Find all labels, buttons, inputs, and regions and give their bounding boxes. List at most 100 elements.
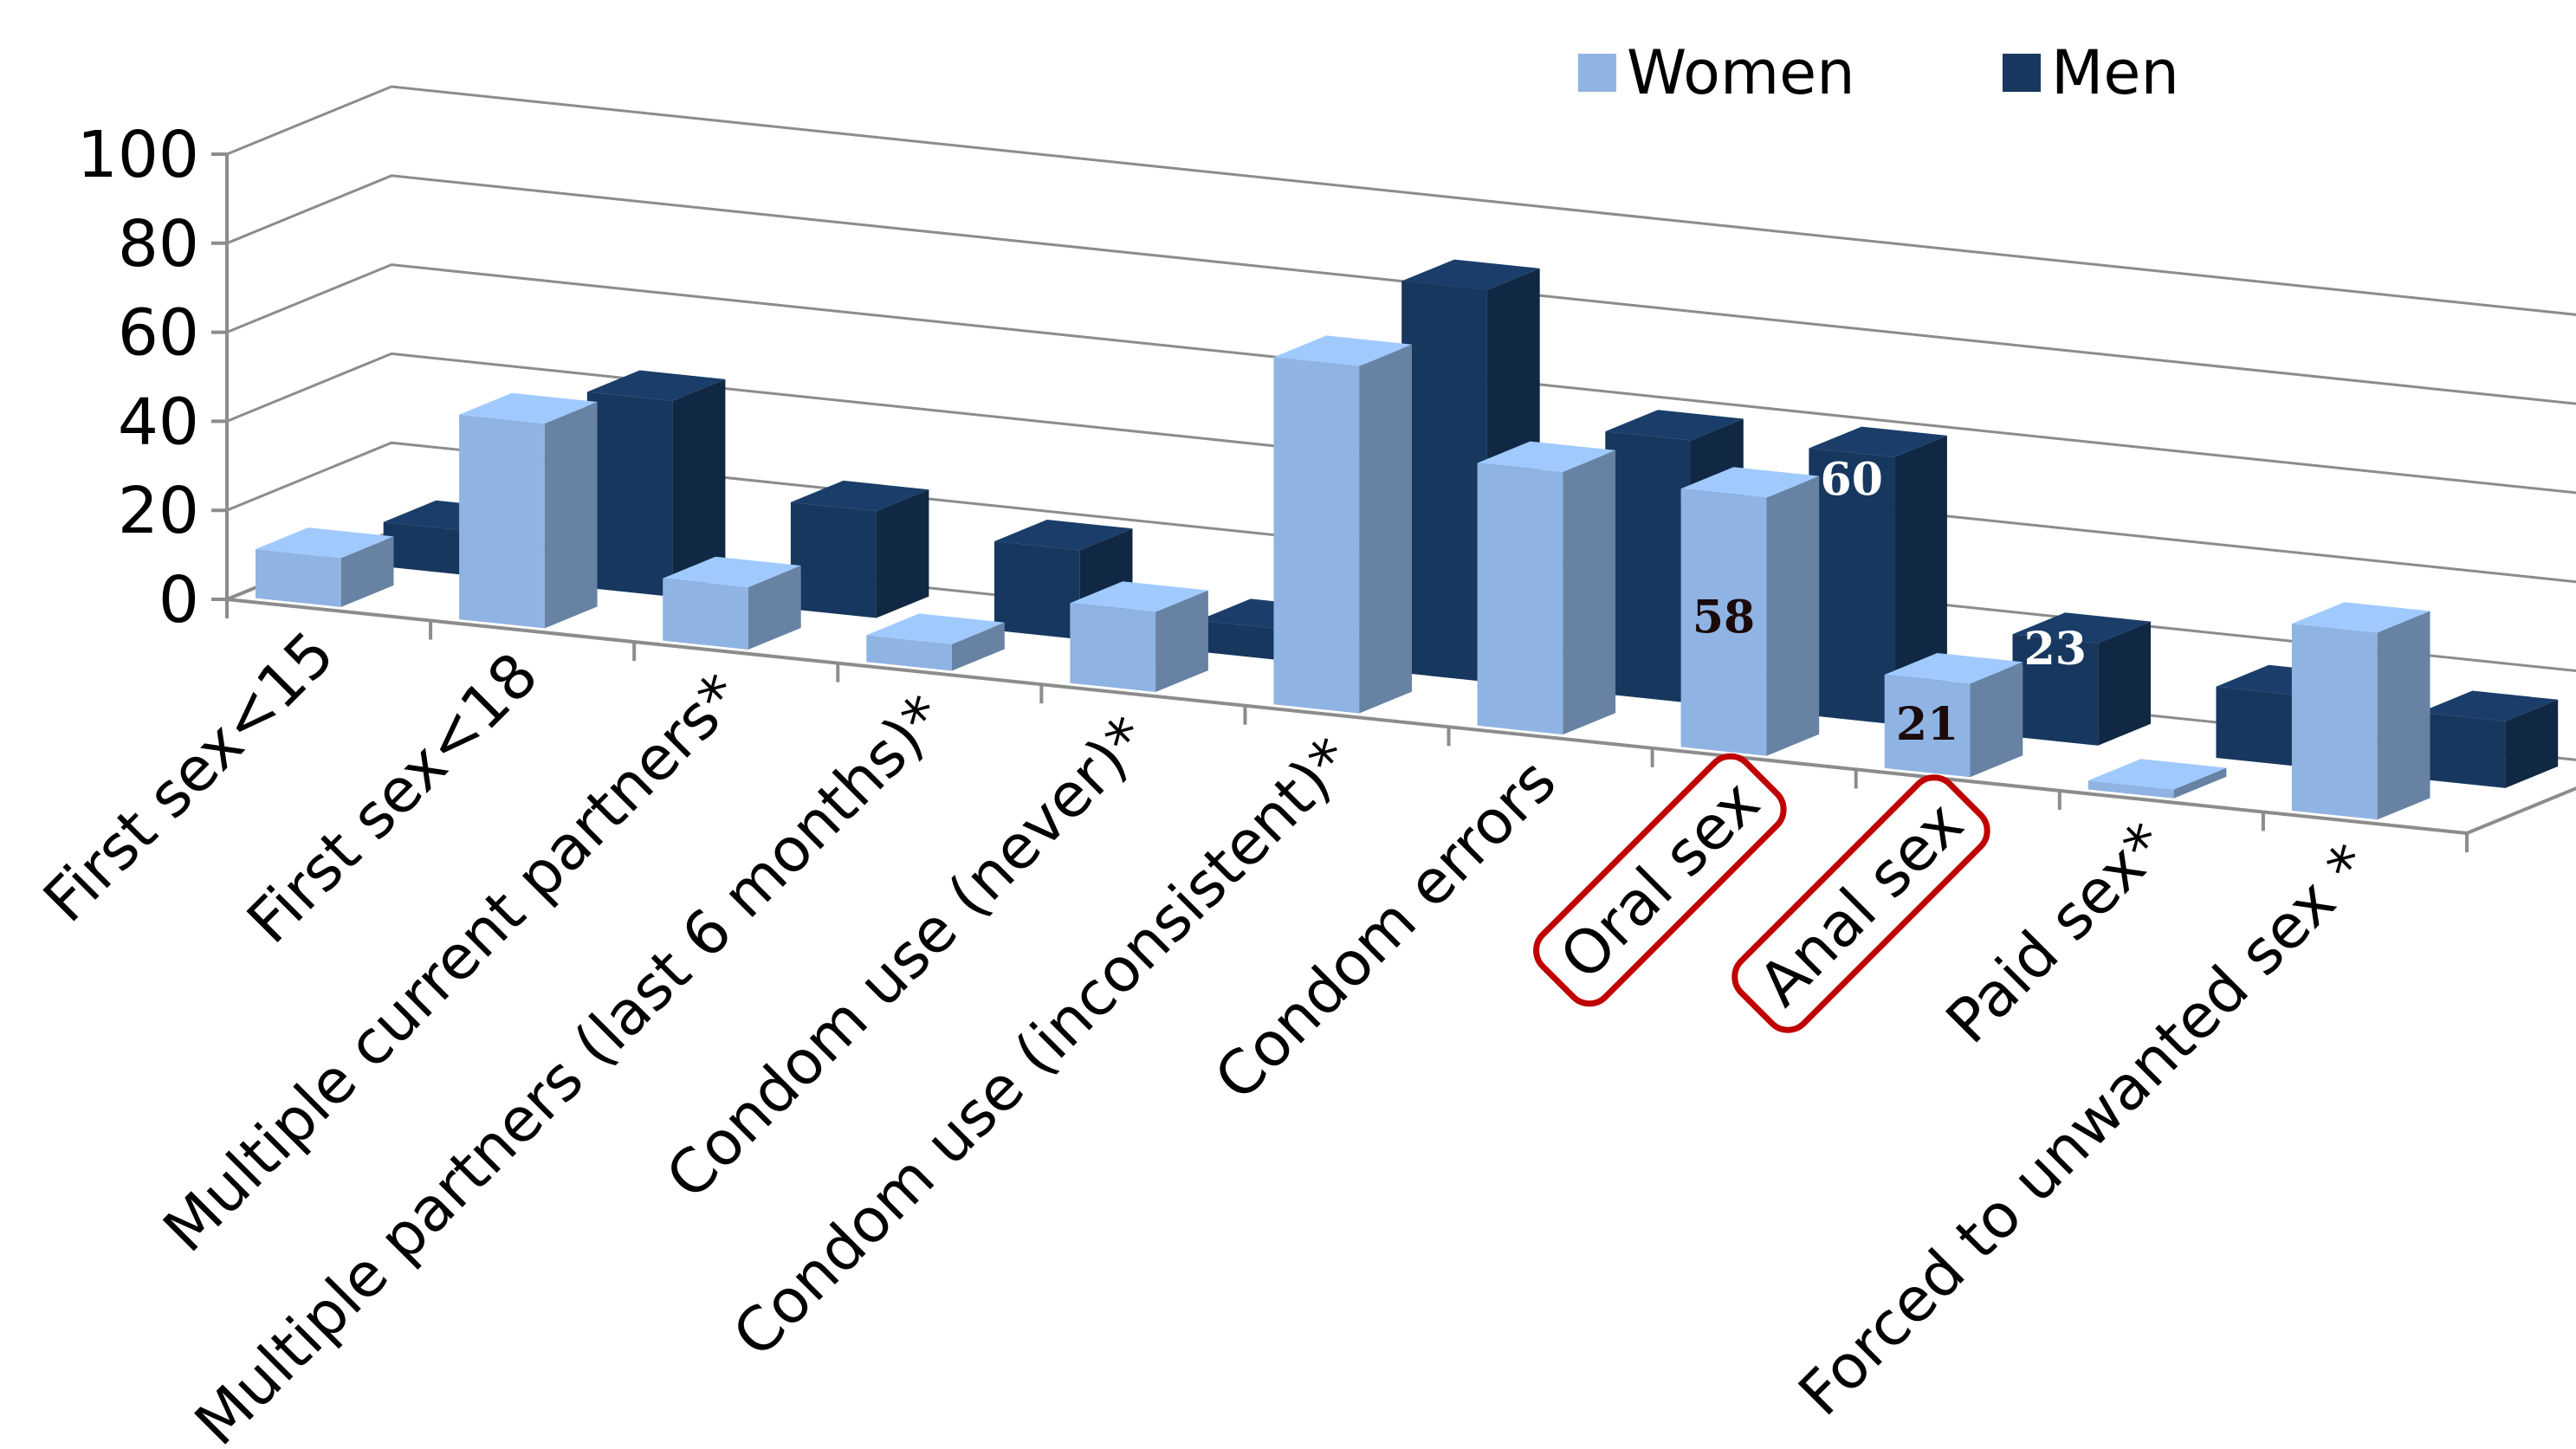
- bar-side-face: [2173, 767, 2227, 799]
- bar-women-6: [1477, 441, 1616, 735]
- bar-front-face: [2419, 712, 2506, 788]
- bar-women-4: [1070, 581, 1208, 692]
- bar-side-face: [2505, 699, 2559, 788]
- bar-front-face: [1070, 603, 1156, 692]
- bar-front-face: [866, 635, 952, 671]
- bar-side-face: [2098, 621, 2151, 746]
- bar-front-face: [790, 501, 877, 618]
- bar-side-face: [748, 566, 801, 650]
- bar-top-face: [663, 556, 801, 587]
- bar-men-10: [2419, 690, 2559, 788]
- bar-front-face: [1809, 448, 1895, 725]
- bar-men-7: [1809, 426, 1947, 725]
- bar-front-face: [383, 521, 469, 576]
- bar-top-face: [1884, 653, 2023, 684]
- bar-women-0: [256, 527, 394, 607]
- bar-women-7: [1680, 467, 1820, 756]
- floor-right-edge: [2466, 786, 2576, 835]
- bar-top-face: [586, 370, 726, 401]
- data-label-women-7: 58: [1693, 592, 1755, 644]
- y-tick-label-100: 100: [77, 118, 199, 192]
- bar-top-face: [866, 613, 1005, 644]
- y-tick-label-20: 20: [118, 474, 199, 548]
- bars: [256, 259, 2559, 820]
- bar-women-1: [459, 392, 598, 629]
- bar-top-face: [2012, 612, 2151, 644]
- bar-side-face: [1970, 662, 2023, 778]
- bar-front-face: [1198, 620, 1284, 661]
- bar-men-8: [2012, 612, 2151, 746]
- gridline-60: [226, 263, 2576, 495]
- bar-top-face: [459, 392, 598, 424]
- bar-side-face: [544, 402, 598, 629]
- bar-top-face: [994, 520, 1133, 551]
- bar-top-face: [1680, 467, 1820, 498]
- y-tick-label-60: 60: [118, 296, 199, 371]
- y-tick-label-40: 40: [118, 385, 199, 459]
- bar-side-face: [1563, 450, 1616, 735]
- legend-swatch-women: [1578, 54, 1616, 92]
- bar-top-face: [1401, 259, 1540, 290]
- bar-top-face: [1809, 426, 1947, 457]
- data-label-women-8: 21: [1896, 698, 1958, 751]
- bar-front-face: [459, 414, 545, 629]
- bar-side-face: [1766, 475, 1820, 756]
- bar-front-face: [994, 541, 1080, 640]
- bar-side-face: [1894, 435, 1947, 725]
- gridline-80: [226, 174, 2576, 405]
- highlight-box-anal-sex: [1731, 774, 1990, 1033]
- bar-women-9: [2087, 759, 2227, 799]
- bar-side-face: [952, 622, 1005, 671]
- bar-side-face: [672, 378, 726, 597]
- bar-women-2: [663, 556, 801, 650]
- bar-top-face: [790, 480, 929, 512]
- data-label-men-8: 23: [2024, 623, 2087, 676]
- bar-front-face: [2216, 686, 2302, 767]
- bar-front-face: [2291, 624, 2378, 820]
- bar-top-face: [1273, 335, 1412, 366]
- bar-front-face: [256, 549, 341, 607]
- legend-label-men: Men: [2051, 37, 2179, 108]
- bar-side-face: [1359, 344, 1412, 714]
- highlight-box-oral-sex: [1533, 753, 1787, 1007]
- bar-men-1: [586, 370, 726, 597]
- bar-top-face: [1477, 441, 1616, 472]
- legend-label-women: Women: [1627, 37, 1855, 108]
- x-axis-line: [226, 598, 2468, 835]
- data-label-men-7: 60: [1821, 454, 1883, 507]
- bar-front-face: [2087, 780, 2174, 799]
- bar-side-face: [1155, 590, 1208, 692]
- bar-front-face: [663, 578, 748, 650]
- bar-men-2: [790, 480, 929, 618]
- bar-women-8: [1884, 653, 2023, 778]
- bar-top-face: [2419, 690, 2559, 721]
- bar-front-face: [1680, 488, 1767, 756]
- bar-top-face: [2291, 602, 2430, 633]
- bar-side-face: [340, 536, 394, 607]
- bar-front-face: [1884, 675, 1971, 778]
- bar-side-face: [2377, 611, 2430, 820]
- bar-front-face: [1401, 281, 1487, 682]
- bar-top-face: [1070, 581, 1208, 612]
- bar-side-face: [876, 489, 929, 618]
- axes: [211, 152, 2576, 852]
- bar-women-5: [1273, 335, 1412, 714]
- bar-women-3: [866, 613, 1005, 671]
- bar-front-face: [1273, 357, 1360, 714]
- legend-swatch-men: [2003, 54, 2041, 92]
- y-tick-label-0: 0: [159, 563, 199, 637]
- bar-front-face: [1605, 431, 1691, 703]
- bar-front-face: [1477, 463, 1563, 735]
- legend: Women Men: [1578, 37, 2179, 108]
- bar-top-face: [256, 527, 394, 559]
- bar-front-face: [2012, 634, 2099, 746]
- gridline-100: [226, 85, 2576, 316]
- y-tick-label-80: 80: [118, 207, 199, 281]
- bar-women-10: [2291, 602, 2430, 820]
- bar-top-face: [1605, 410, 1744, 441]
- bar-top-face: [2087, 759, 2227, 790]
- bar-front-face: [586, 391, 673, 597]
